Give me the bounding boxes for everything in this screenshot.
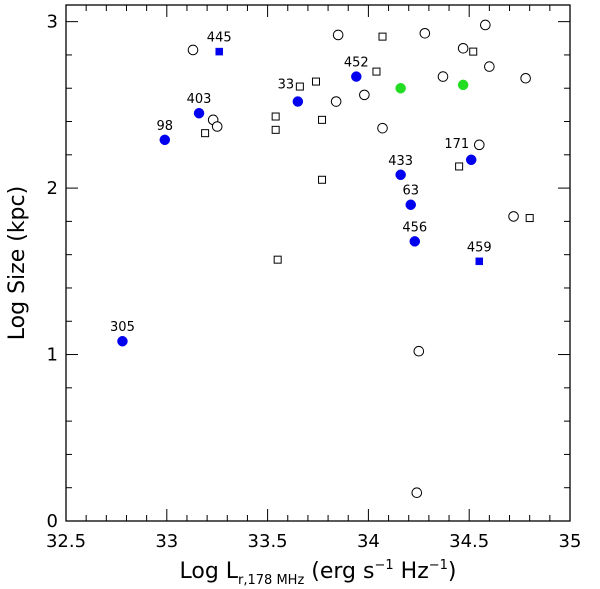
open-circle-point — [437, 71, 449, 82]
x-axis-title-subscript: r,178 MHz — [238, 573, 304, 588]
point-label: 171 — [444, 137, 469, 152]
open-circle-point — [484, 61, 495, 72]
open-square-point — [525, 214, 534, 223]
x-tick-label: 33.5 — [248, 531, 288, 552]
open-square-point — [295, 82, 304, 91]
open-square-point — [318, 115, 327, 124]
data-points — [117, 19, 534, 499]
open-square-point — [378, 32, 387, 41]
y-tick-label: 2 — [47, 178, 58, 199]
plot-frame — [65, 4, 571, 522]
filled-circle-point — [395, 82, 406, 94]
filled-square-point — [215, 47, 223, 56]
filled-circle-point — [465, 154, 477, 166]
filled-circle-point — [159, 134, 171, 146]
axis-ticks — [65, 5, 571, 522]
open-circle-point — [457, 42, 469, 54]
point-labels: 305 98 403 33 452 433 63 456 171 445 459 — [110, 31, 492, 336]
point-label: 305 — [110, 320, 135, 335]
tick-labels: 32.5 33 33.5 34 34.5 35 0 1 2 3 — [46, 12, 581, 552]
open-square-point — [469, 47, 478, 56]
y-tick-label: 3 — [47, 12, 58, 33]
x-tick-label: 34.5 — [449, 531, 489, 552]
x-axis-title-units-start: (erg s — [304, 559, 374, 584]
x-axis-title-units-mid: Hz — [394, 559, 429, 584]
open-square-point — [201, 129, 210, 138]
point-label: 459 — [467, 240, 492, 255]
point-label: 456 — [402, 220, 427, 235]
x-axis-title: Log Lr,178 MHz (erg s−1 Hz−1) — [179, 558, 456, 588]
open-square-point — [311, 77, 320, 86]
open-circle-point — [419, 27, 431, 39]
point-label: 63 — [402, 184, 419, 199]
filled-circle-point — [292, 96, 304, 107]
point-label: 33 — [278, 78, 295, 93]
x-axis-title-sup1: −1 — [374, 558, 393, 573]
open-circle-point — [330, 96, 342, 107]
point-label: 452 — [344, 56, 369, 71]
open-square-point — [273, 255, 282, 264]
filled-square-point — [475, 257, 484, 266]
open-circle-point — [508, 211, 519, 222]
open-square-point — [271, 112, 280, 121]
open-circle-point — [413, 345, 425, 357]
y-tick-label: 0 — [47, 511, 58, 532]
open-circle-point — [377, 122, 388, 134]
open-circle-point — [520, 72, 531, 84]
x-tick-label: 33 — [155, 531, 178, 552]
y-axis-title: Log Size (kpc) — [5, 186, 30, 340]
open-circle-point — [411, 487, 423, 499]
point-label: 445 — [207, 31, 232, 46]
filled-circle-point — [117, 335, 128, 347]
x-tick-label: 34 — [357, 531, 380, 552]
open-square-point — [455, 162, 464, 171]
filled-circle-point — [351, 71, 362, 82]
open-circle-point — [473, 139, 485, 151]
open-square-point — [318, 175, 327, 184]
open-square-point — [372, 67, 381, 76]
x-tick-label: 32.5 — [46, 531, 86, 552]
filled-circle-point — [395, 169, 406, 181]
open-circle-point — [480, 19, 491, 31]
filled-circle-point — [409, 236, 421, 247]
open-circle-point — [187, 44, 199, 56]
point-label: 98 — [157, 119, 174, 134]
point-label: 403 — [187, 92, 212, 107]
open-circle-point — [359, 89, 370, 101]
y-tick-label: 1 — [47, 345, 58, 366]
filled-circle-point — [457, 79, 469, 91]
x-tick-label: 35 — [559, 531, 582, 552]
x-axis-title-units-end: ) — [448, 559, 457, 584]
x-axis-title-sup2: −1 — [429, 558, 448, 573]
filled-circle-point — [193, 107, 205, 119]
filled-circle-point — [405, 199, 416, 210]
point-label: 433 — [388, 154, 413, 169]
x-axis-title-prefix: Log L — [179, 559, 238, 584]
open-square-point — [271, 125, 280, 134]
open-circle-point — [332, 29, 344, 41]
open-circle-point — [211, 121, 223, 132]
